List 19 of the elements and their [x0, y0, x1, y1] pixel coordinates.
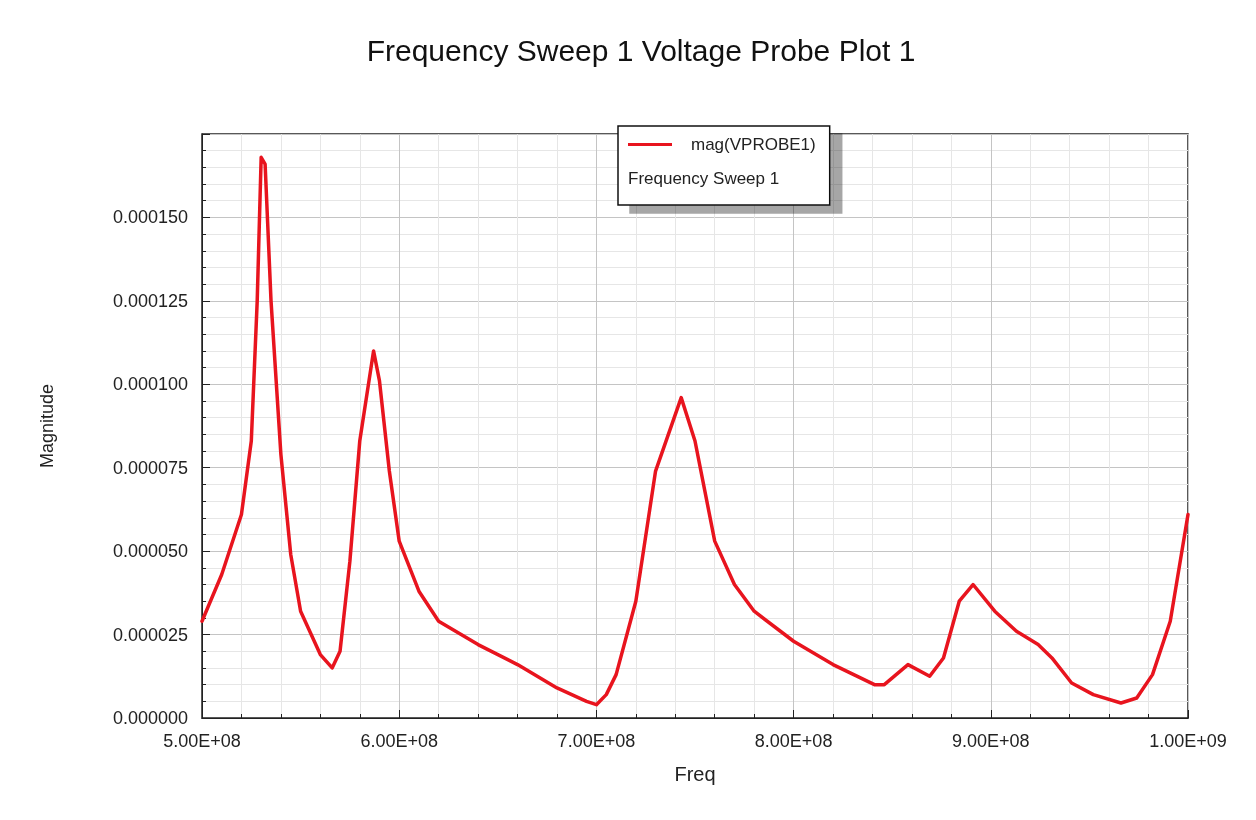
chart-title: Frequency Sweep 1 Voltage Probe Plot 1 — [366, 33, 916, 67]
x-tick-label: 5.00E+08 — [163, 731, 241, 751]
x-tick-label: 7.00E+08 — [557, 731, 636, 751]
y-tick-label: 0.000100 — [112, 374, 188, 395]
y-tick-label: 0.000025 — [112, 624, 188, 645]
x-tick-label: 6.00E+08 — [360, 731, 438, 751]
x-tick-label: 9.00E+08 — [952, 731, 1030, 751]
y-tick-label: 0.000050 — [112, 541, 188, 562]
y-tick-label: 0.000000 — [112, 708, 188, 728]
x-tick-label: 1.00E+09 — [1149, 731, 1227, 751]
y-tick-label: 0.000150 — [112, 207, 188, 228]
x-tick-label: 8.00E+08 — [754, 731, 833, 751]
y-tick-label: 0.000125 — [112, 290, 188, 311]
x-axis-title: Freq — [674, 763, 716, 785]
legend-title: Frequency Sweep 1 — [628, 169, 780, 188]
line-series — [200, 155, 1190, 707]
y-tick-label: 0.000075 — [112, 457, 188, 478]
y-axis-title: Magnitude — [37, 383, 57, 469]
legend-label: mag(VPROBE1) — [691, 135, 816, 154]
